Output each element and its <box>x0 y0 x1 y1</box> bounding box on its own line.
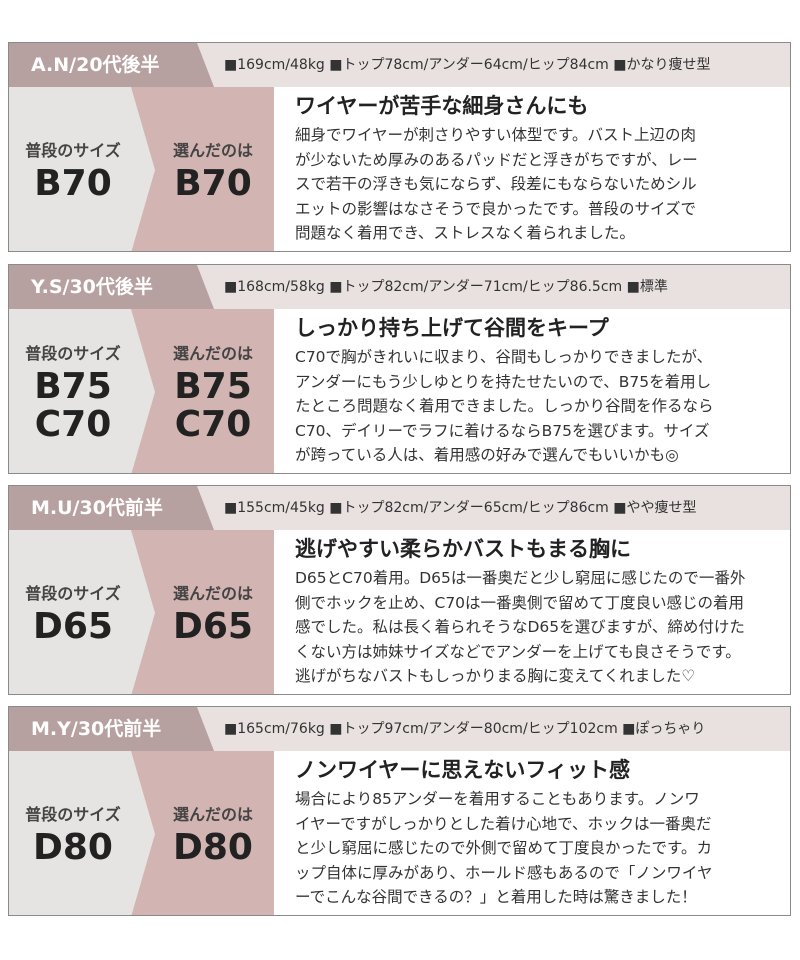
usual-size-box: 普段のサイズ B75 C70 <box>9 309 143 473</box>
reviewer-name: A.N/20代後半 <box>9 43 214 87</box>
usual-bg <box>9 751 155 915</box>
reviewer-name: M.U/30代前半 <box>9 486 214 530</box>
usual-size: D80 <box>33 827 113 868</box>
usual-size: B70 <box>34 163 112 204</box>
review-body-line: が跨っている人は、着用感の好みで選んでもいいかも◎ <box>295 446 679 464</box>
chosen-label: 選んだのは <box>172 584 253 603</box>
review-body-line: 細身でワイヤーが刺さりやすい体型です。バスト上辺の肉 <box>295 126 696 144</box>
review-text: しっかり持ち上げて谷間をキープ C70で胸がきれいに収まり、谷間もしっかりできまし… <box>295 313 785 468</box>
reviewer-stats: ■168cm/58kg ■トップ82cm/アンダー71cm/ヒップ86.5cm … <box>224 279 668 295</box>
usual-bg <box>9 309 155 473</box>
chosen-size-box: 選んだのは D65 <box>143 530 283 694</box>
review-card: A.N/20代後半 ■169cm/48kg ■トップ78cm/アンダー64cm/ヒ… <box>8 42 791 252</box>
review-body-line: 側でホックを止め、C70は一番奥側で留めて丁度良い感じの着用 <box>295 593 745 612</box>
usual-bg <box>9 87 155 251</box>
usual-size: D65 <box>33 606 113 647</box>
review-card: M.U/30代前半 ■155cm/45kg ■トップ82cm/アンダー65cm/ヒ… <box>8 485 791 695</box>
reviewer-stats: ■165cm/76kg ■トップ97cm/アンダー80cm/ヒップ102cm ■… <box>224 721 706 737</box>
review-text: ノンワイヤーに思えないフィット感場合により85アンダーを着用することもあります。… <box>295 755 785 910</box>
chosen-size: B70 <box>174 163 252 204</box>
reviewer-stats: ■155cm/45kg ■トップ82cm/アンダー65cm/ヒップ86cm ■や… <box>224 500 697 516</box>
usual-bg <box>9 530 155 694</box>
review-text: ワイヤーが苦手な細身さんにも細身でワイヤーが刺さりやすい体型です。バスト上辺の肉… <box>295 91 785 246</box>
review-body-line: 場合により85アンダーを着用することもあります。ノンワ <box>295 790 700 808</box>
review-header: M.Y/30代前半 ■165cm/76kg ■トップ97cm/アンダー80cm/ヒ… <box>9 707 790 751</box>
chosen-size-box: 選んだのは B70 <box>143 87 283 251</box>
review-card: Y.S/30代後半 ■168cm/58kg ■トップ82cm/アンダー71cm/ヒ… <box>8 264 791 474</box>
review-card: M.Y/30代前半 ■165cm/76kg ■トップ97cm/アンダー80cm/ヒ… <box>8 706 791 916</box>
usual-label: 普段のサイズ <box>25 805 121 824</box>
review-headline: ワイヤーが苦手な細身さんにも <box>295 94 589 118</box>
review-body-line: くない方は姉妹サイズなどでアンダーを上げても良さそうです。 <box>295 642 741 661</box>
reviewer-name: Y.S/30代後半 <box>9 265 214 309</box>
usual-size: B75 <box>34 366 112 407</box>
usual-size-box: 普段のサイズ B70 <box>9 87 143 251</box>
reviewer-stats: ■169cm/48kg ■トップ78cm/アンダー64cm/ヒップ84cm ■か… <box>224 57 711 73</box>
chosen-size-box: 選んだのは B75 C70 <box>143 309 283 473</box>
review-header: M.U/30代前半 ■155cm/45kg ■トップ82cm/アンダー65cm/ヒ… <box>9 486 790 530</box>
review-body-line: エットの影響はなさそうで良かったです。普段のサイズで <box>295 199 696 218</box>
review-body-line: が少ないため厚みのあるパッドだと浮きがちですが、レー <box>295 150 698 169</box>
usual-label: 普段のサイズ <box>25 584 121 603</box>
review-body-line: 逃げがちなバストもしっかりまる胸に変えてくれました♡ <box>295 667 696 685</box>
review-body-line: 問題なく着用でき、ストレスなく着られました。 <box>295 224 635 242</box>
review-header: Y.S/30代後半 ■168cm/58kg ■トップ82cm/アンダー71cm/ヒ… <box>9 265 790 309</box>
chosen-label: 選んだのは <box>172 805 253 824</box>
review-text: 逃げやすい柔らかバストもまる胸に D65とC70着用。D65は一番奥だと少し窮屈に… <box>295 534 785 689</box>
chosen-size: C70 <box>174 404 252 445</box>
review-header: A.N/20代後半 ■169cm/48kg ■トップ78cm/アンダー64cm/ヒ… <box>9 43 790 87</box>
review-body-line: ップ自体に厚みがあり、ホールド感もあるので「ノンワイヤ <box>295 863 713 882</box>
review-body-line: と少し窮屈に感じたので外側で留めて丁度良かったです。カ <box>295 839 712 857</box>
chosen-size: D80 <box>173 827 253 868</box>
review-headline: ノンワイヤーに思えないフィット感 <box>295 758 630 782</box>
review-body-line: D65とC70着用。D65は一番奥だと少し窮屈に感じたので一番外 <box>295 569 746 587</box>
usual-label: 普段のサイズ <box>25 141 121 160</box>
review-body-line: アンダーにもう少しゆとりを持たせたいので、B75を着用し <box>295 372 712 391</box>
review-headline: 逃げやすい柔らかバストもまる胸に <box>295 537 631 561</box>
usual-label: 普段のサイズ <box>25 344 121 363</box>
review-body-line: イヤーですがしっかりとした着け心地で、ホックは一番奥だ <box>295 814 712 833</box>
review-body-line: スで若干の浮きも気にならず、段差にもならないためシル <box>295 175 697 193</box>
chosen-label: 選んだのは <box>172 141 253 160</box>
usual-size: C70 <box>34 404 112 445</box>
chosen-size-box: 選んだのは D80 <box>143 751 283 915</box>
review-body-line: ーでこんな谷間できるの？」と着用した時は驚きました！ <box>295 888 697 906</box>
review-body-line: たところ問題なく着用できました。しっかり谷間を作るなら <box>295 397 714 415</box>
chosen-label: 選んだのは <box>172 344 253 363</box>
chosen-size: D65 <box>173 606 253 647</box>
chosen-size: B75 <box>174 366 252 407</box>
usual-size-box: 普段のサイズ D80 <box>9 751 143 915</box>
reviewer-name: M.Y/30代前半 <box>9 707 214 751</box>
review-body-line: C70、デイリーでラフに着けるならB75を選びます。サイズ <box>295 421 710 440</box>
review-headline: しっかり持ち上げて谷間をキープ <box>295 316 609 340</box>
usual-size-box: 普段のサイズ D65 <box>9 530 143 694</box>
review-body-line: C70で胸がきれいに収まり、谷間もしっかりできましたが、 <box>295 348 713 366</box>
review-body-line: 感でした。私は長く着られそうなD65を選びますが、締め付けた <box>295 618 745 636</box>
